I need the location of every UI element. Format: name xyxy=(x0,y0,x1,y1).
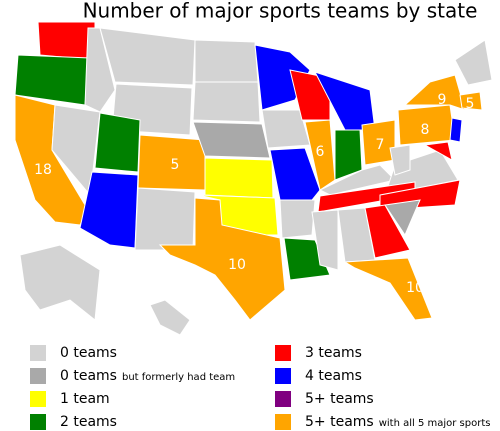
legend-swatch xyxy=(30,345,46,361)
legend-swatch xyxy=(275,345,291,361)
state xyxy=(192,81,261,123)
state xyxy=(194,39,259,83)
legend-label: 1 team xyxy=(60,391,110,407)
state xyxy=(204,157,274,199)
state xyxy=(454,39,493,86)
state xyxy=(149,299,191,336)
legend-swatch xyxy=(30,368,46,384)
map-label: 18 xyxy=(34,162,52,178)
map-label: 10 xyxy=(406,280,424,296)
legend-label: 3 teams xyxy=(305,345,362,361)
legend-swatch xyxy=(275,391,291,407)
state xyxy=(99,27,196,86)
legend-swatch xyxy=(275,414,291,430)
map-label: 7 xyxy=(376,137,385,153)
map-label: 9 xyxy=(438,92,447,108)
state xyxy=(19,244,101,321)
state xyxy=(311,209,339,271)
state xyxy=(279,199,316,239)
state xyxy=(449,117,463,143)
state xyxy=(459,91,483,111)
state xyxy=(423,141,453,161)
legend-label: 0 teams xyxy=(60,345,117,361)
map-label: 10 xyxy=(228,257,246,273)
map-label: 5 xyxy=(171,157,180,173)
legend-label: 5+ teams xyxy=(305,414,374,430)
legend-label: 0 teams xyxy=(60,368,117,384)
state xyxy=(343,257,433,321)
legend-note: with all 5 major sports xyxy=(379,418,491,429)
title: Number of major sports teams by state xyxy=(83,0,478,23)
state xyxy=(79,171,139,249)
legend-label: 5+ teams xyxy=(305,391,374,407)
state xyxy=(384,199,421,237)
map-label: 8 xyxy=(421,122,430,138)
state xyxy=(94,112,141,173)
legend-swatch xyxy=(30,391,46,407)
state xyxy=(389,144,411,176)
legend-label: 4 teams xyxy=(305,368,362,384)
legend-note: but formerly had team xyxy=(122,372,235,383)
state xyxy=(364,204,411,259)
state xyxy=(37,21,96,61)
states xyxy=(14,21,493,336)
legend-swatch xyxy=(275,368,291,384)
state xyxy=(403,74,466,111)
state xyxy=(318,164,396,196)
map-label: 5 xyxy=(466,96,475,112)
state xyxy=(192,121,271,159)
state xyxy=(158,197,286,321)
legend-label: 2 teams xyxy=(60,414,117,430)
state xyxy=(134,187,196,251)
map-label: 6 xyxy=(316,144,325,160)
state xyxy=(269,147,321,201)
state xyxy=(84,27,116,113)
legend-swatch xyxy=(30,414,46,430)
